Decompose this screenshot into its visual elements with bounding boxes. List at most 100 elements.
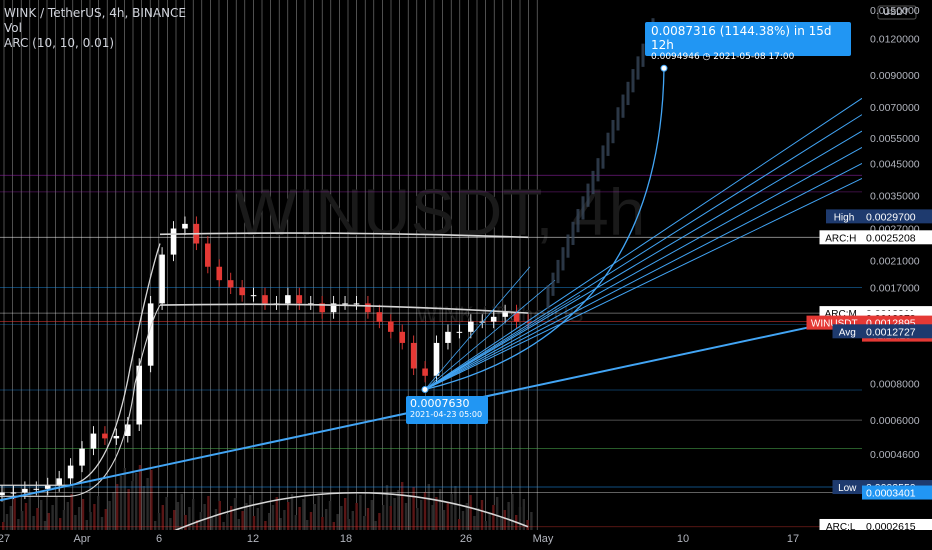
volume-bar [397, 490, 400, 530]
candle-body [365, 303, 371, 313]
candle-body [170, 228, 177, 255]
volume-bar [233, 498, 237, 530]
target-price-text: 0.0094946 ◷ 2021-05-08 17:00 [651, 52, 795, 62]
price-badge [862, 485, 932, 500]
volume-bar [256, 508, 259, 530]
volume-bar [382, 505, 385, 530]
volume-bar [420, 500, 423, 530]
volume-bar [313, 504, 316, 530]
candle-body [445, 331, 451, 343]
volume-bar [9, 506, 12, 530]
volume-bar [271, 505, 275, 530]
volume-bar [522, 499, 525, 530]
volume-bar [385, 485, 389, 530]
candle-body [67, 465, 74, 479]
volume-bar [321, 517, 324, 530]
currency-label: USDT [883, 7, 909, 18]
low-annotation[interactable]: 0.0007630 2021-04-23 05:00 [406, 396, 488, 424]
volume-bar [36, 508, 39, 530]
volume-bar [408, 495, 411, 530]
x-tick-label: May [533, 533, 554, 545]
volume-indicator-label[interactable]: Vol [4, 21, 22, 35]
channel-line [424, 294, 581, 390]
x-tick-label: 26 [460, 533, 472, 545]
channel-line [424, 162, 863, 390]
candle-body [147, 303, 154, 366]
arc-envelope-lower [0, 304, 161, 497]
volume-bar [378, 513, 381, 530]
volume-bar [427, 484, 430, 530]
volume-bar [416, 508, 419, 530]
candle-body [513, 312, 520, 322]
candle-body [399, 331, 406, 343]
volume-bar [518, 507, 522, 530]
candle-body [22, 488, 28, 493]
volume-bar [40, 500, 43, 530]
projected-candle [581, 196, 585, 220]
price-badge-tag-text: Avg [839, 327, 856, 338]
volume-bar [473, 516, 476, 530]
volume-bar [47, 513, 50, 530]
volume-bar [268, 513, 271, 530]
volume-bar [214, 509, 218, 530]
volume-bar [154, 521, 157, 530]
projected-candle [576, 209, 580, 233]
y-tick-label: 0.0008000 [870, 378, 920, 390]
volume-bar [195, 520, 199, 530]
volume-bar [499, 518, 503, 530]
volume-bar [302, 499, 305, 530]
volume-bar [2, 522, 5, 530]
x-tick-label: 17 [787, 533, 799, 545]
arc-mid-line [159, 303, 529, 314]
volume-bar [412, 487, 415, 530]
projected-candle [621, 94, 625, 118]
volume-bar [465, 503, 468, 530]
volume-bar [496, 497, 499, 530]
volume-bar [439, 489, 442, 530]
volume-bar [176, 502, 180, 530]
volume-bar [249, 495, 252, 530]
volume-bar [492, 505, 495, 530]
x-tick-label: 12 [247, 533, 259, 545]
symbol-title[interactable]: WINK / TetherUS, 4h, BINANCE [4, 6, 187, 20]
low-time-text: 2021-04-23 05:00 [410, 410, 483, 419]
volume-bar [298, 507, 301, 530]
volume-bar [279, 518, 282, 530]
candle-body [307, 303, 314, 305]
volume-bar [306, 520, 309, 530]
price-badge-tag [819, 230, 862, 245]
volume-bar [116, 484, 119, 530]
volume-bar [446, 502, 449, 530]
volume-bar [108, 501, 111, 530]
x-tick-label: Apr [73, 533, 90, 545]
target-curve [424, 68, 665, 391]
candle-body [0, 492, 5, 496]
target-annotation[interactable]: 0.0087316 (1144.38%) in 15d 12h 0.009494… [645, 22, 851, 62]
candle-body [422, 368, 428, 376]
volume-bar [5, 514, 9, 530]
target-change-text: 0.0087316 (1144.38%) in 15d 12h [651, 24, 832, 52]
channel-line [424, 279, 556, 390]
volume-bar [260, 500, 263, 530]
projected-candle [601, 145, 605, 169]
x-tick-label: 10 [677, 533, 689, 545]
volume-bar [24, 503, 28, 530]
volume-bar [484, 521, 487, 530]
volume-bar [85, 520, 88, 530]
volume-bar [142, 486, 145, 530]
channel-line [424, 147, 863, 390]
volume-bar [450, 494, 453, 530]
projected-candle [626, 81, 630, 106]
chart-legend: WINK / TetherUS, 4h, BINANCE Vol ARC (10… [4, 6, 186, 51]
y-tick-label: 0.0150000 [870, 5, 920, 17]
volume-bar [59, 518, 62, 530]
watermark-sub: WINK / TetherUS [416, 302, 583, 327]
volume-bar [526, 520, 529, 530]
arc-indicator-label[interactable]: ARC (10, 10, 0.01) [4, 36, 115, 50]
price-badge-tag [832, 324, 862, 339]
volume-bar [180, 494, 183, 530]
projected-candle [566, 234, 570, 258]
candle-body [353, 303, 360, 305]
